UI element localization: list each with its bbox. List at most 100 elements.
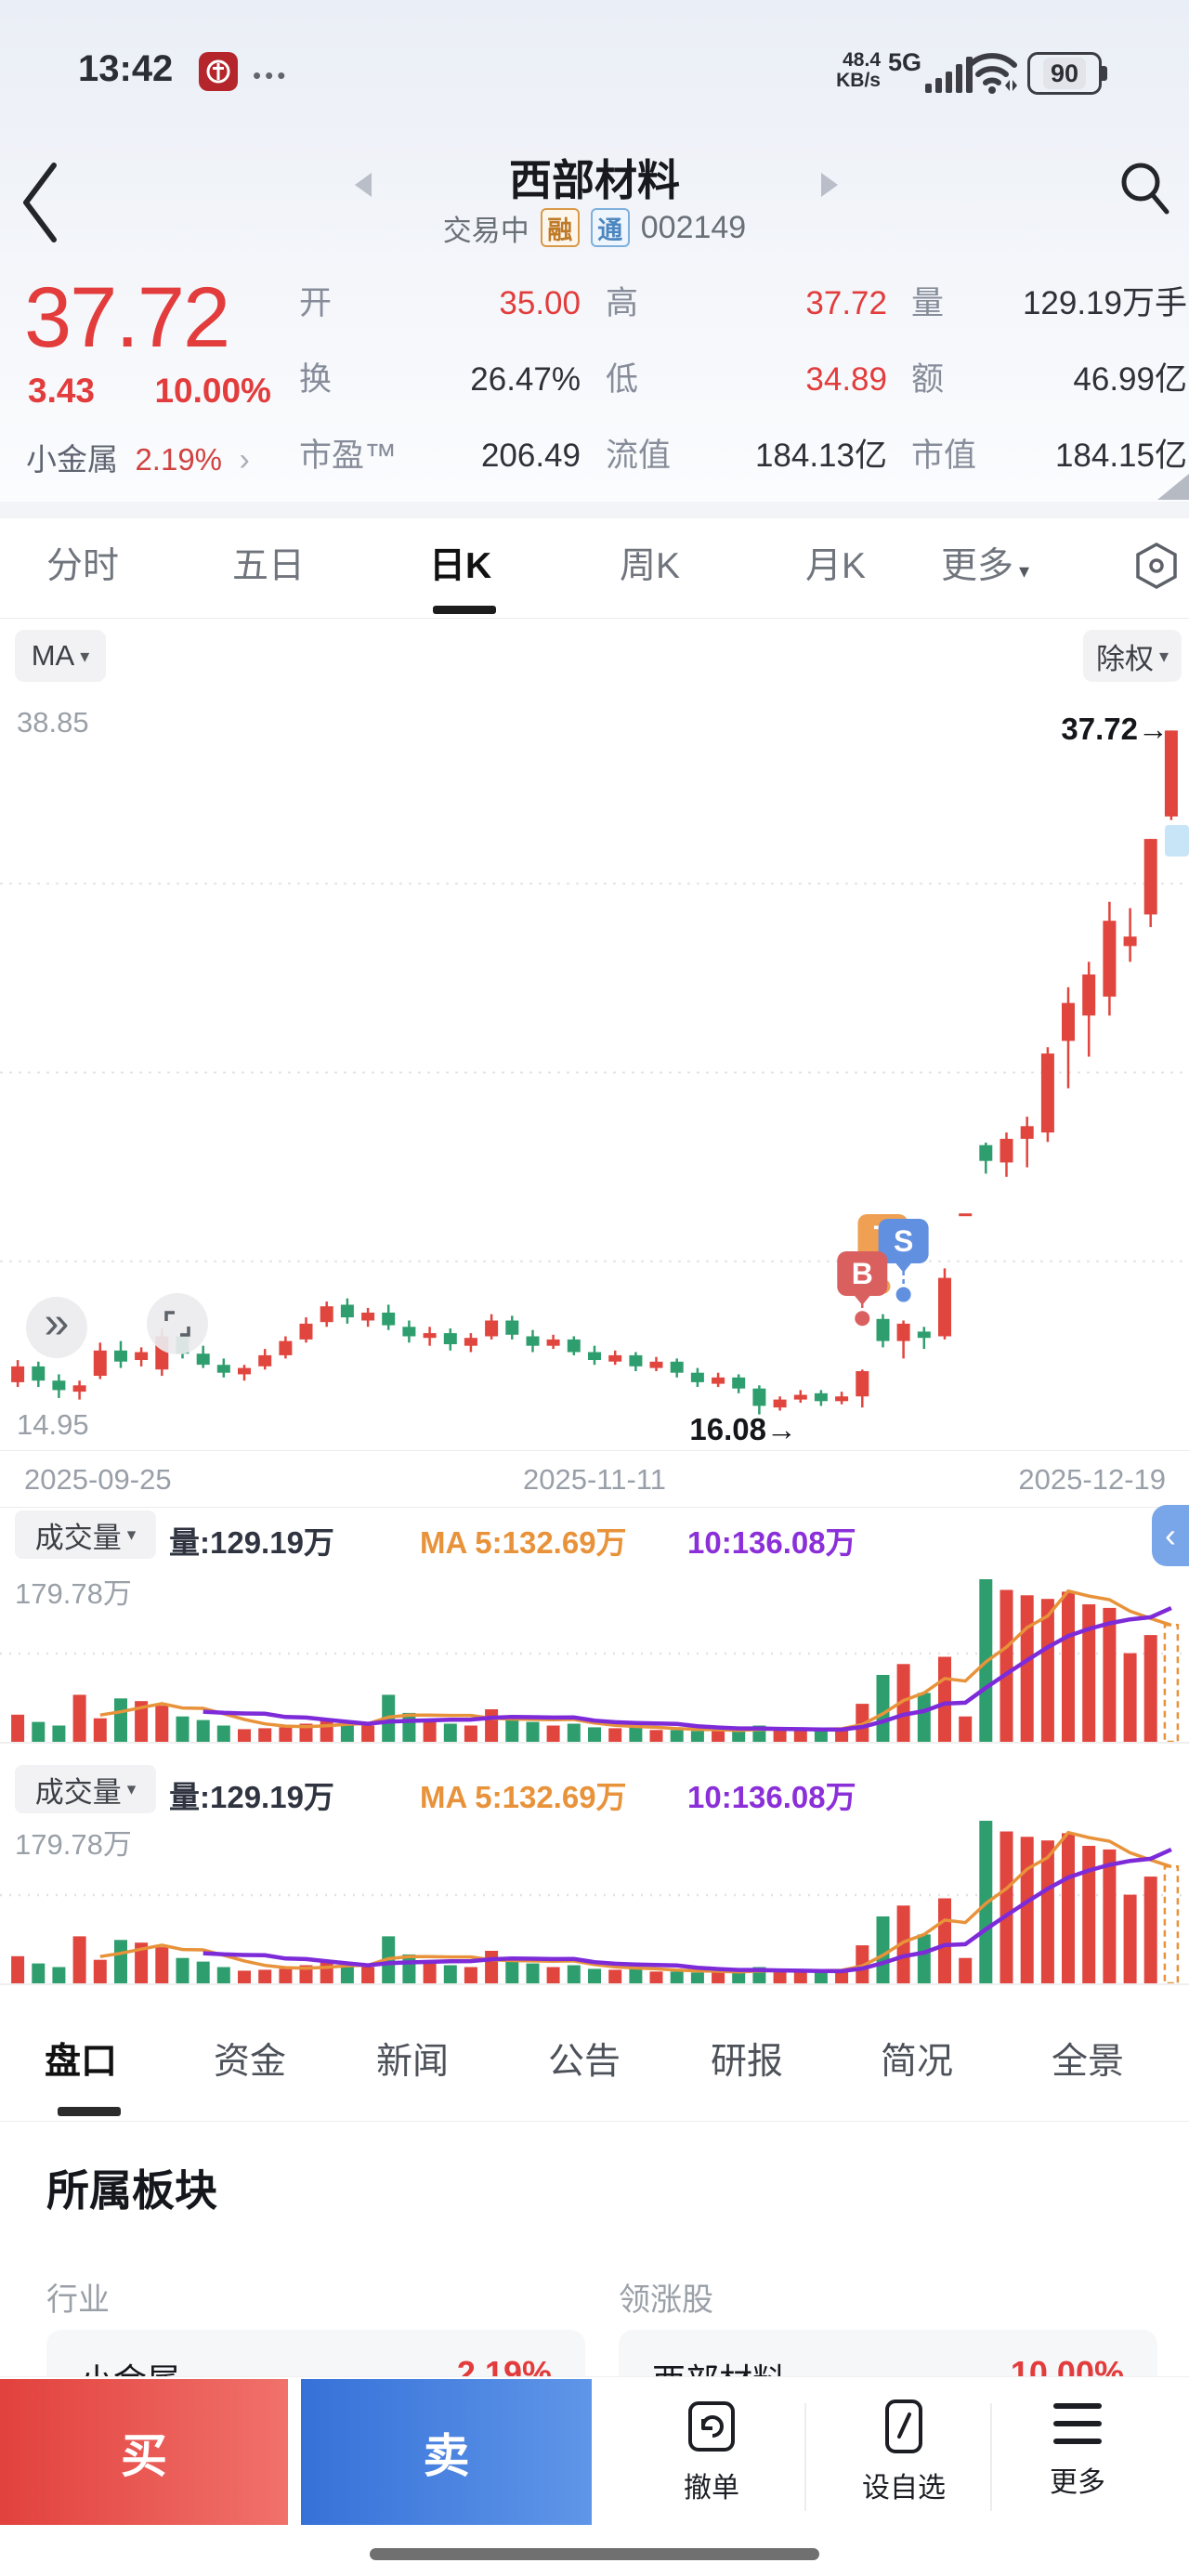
tab-announcements[interactable]: 公告: [548, 2042, 621, 2082]
leader-column-header: 领涨股: [619, 2282, 713, 2318]
tab-daily-k[interactable]: 日K: [429, 546, 492, 586]
tab-weekly-k[interactable]: 周K: [620, 546, 681, 586]
tab-5day[interactable]: 五日: [232, 546, 306, 586]
date-start: 2025-09-25: [24, 1463, 172, 1496]
stock-subtitle: 交易中 融 通 002149: [316, 206, 873, 249]
app-notification-icon: [199, 52, 238, 91]
stat-label: 额: [911, 361, 945, 398]
active-tab-underline: [58, 2107, 121, 2116]
stat-label: 低: [606, 361, 639, 398]
zoom-region-button[interactable]: [147, 1293, 208, 1354]
volume-ma5-label-2: MA 5:132.69万: [420, 1780, 627, 1814]
gear-icon: [1136, 543, 1177, 589]
industry-column-header: 行业: [46, 2282, 110, 2318]
stat-value: 37.72: [805, 285, 887, 321]
notification-dots: •••: [253, 61, 290, 89]
stat-value: 46.99亿: [1073, 361, 1187, 398]
section-divider: [0, 502, 1189, 518]
tab-divider: [0, 618, 1189, 619]
stat-label: 市盈™: [299, 438, 398, 474]
stat-label: 量: [911, 285, 945, 321]
stat-label: 换: [299, 361, 333, 398]
next-stock-button[interactable]: [821, 173, 838, 197]
volume-ma10-label-2: 10:136.08万: [687, 1780, 856, 1814]
chevron-down-icon: ▾: [1158, 646, 1169, 667]
tab-more[interactable]: 更多 ▾: [941, 537, 1029, 589]
trading-status: 交易中: [442, 214, 529, 247]
fast-forward-button[interactable]: »: [26, 1297, 87, 1358]
period-tab-bar: 分时 五日 日K 周K 月K 更多 ▾: [0, 518, 1189, 619]
tab-news[interactable]: 新闻: [376, 2042, 450, 2082]
stat-value: 35.00: [499, 285, 581, 321]
tab-monthly-k[interactable]: 月K: [805, 546, 867, 586]
candlestick-chart[interactable]: TSB37.72→16.08→: [0, 695, 1189, 1450]
network-speed-value: 48.4: [843, 49, 881, 71]
sector-change-pct: 2.19%: [135, 442, 223, 477]
search-button[interactable]: [1111, 149, 1185, 232]
chevron-down-icon: ▾: [126, 1779, 137, 1799]
tab-order-book[interactable]: 盘口: [45, 2042, 118, 2082]
tab-research[interactable]: 研报: [711, 2042, 784, 2082]
chart-settings-button[interactable]: [1130, 539, 1185, 595]
stat-label: 市值: [911, 438, 977, 474]
price-axis-max: 38.85: [17, 706, 89, 739]
more-actions-button[interactable]: 更多: [1026, 2396, 1130, 2517]
clock: 13:42: [78, 48, 174, 89]
chevron-down-icon: ▾: [80, 646, 90, 667]
volume-indicator-chip-2[interactable]: 成交量 ▾: [15, 1765, 156, 1813]
top-section: [0, 0, 1189, 502]
status-bar: 13:42 ••• 48.4 KB/s 5G 90: [0, 0, 1189, 111]
add-watchlist-button[interactable]: 设自选: [843, 2396, 964, 2517]
tab-profile[interactable]: 简况: [881, 2042, 954, 2082]
volume-chip-label: 成交量: [34, 1775, 122, 1809]
stat-label: 流值: [606, 438, 672, 474]
volume-chart-2[interactable]: [0, 1811, 1189, 1997]
sector-link[interactable]: 小金属 2.19% ›: [26, 435, 250, 479]
more-actions-label: 更多: [1050, 2467, 1105, 2498]
home-indicator[interactable]: [370, 2548, 819, 2560]
stat-value: 184.15亿: [1054, 438, 1187, 474]
svg-text:16.08→: 16.08→: [689, 1412, 797, 1446]
volume-indicator-chip[interactable]: 成交量 ▾: [15, 1510, 156, 1559]
prev-stock-button[interactable]: [355, 173, 372, 197]
tab-panorama[interactable]: 全景: [1052, 2042, 1125, 2082]
volume-axis-max: 179.78万: [15, 1577, 132, 1610]
network-type: 5G: [888, 48, 922, 76]
tab-minute[interactable]: 分时: [46, 546, 120, 586]
undo-order-icon: [688, 2401, 735, 2452]
info-tab-bar: 盘口 资金 新闻 公告 研报 简况 全景: [0, 2007, 1189, 2122]
cancel-order-button[interactable]: 撤单: [656, 2396, 767, 2517]
stat-label: 高: [606, 285, 639, 321]
sell-button[interactable]: 卖: [301, 2379, 592, 2525]
battery-level: 90: [1042, 58, 1087, 89]
divider: [804, 2403, 806, 2511]
battery-icon: 90: [1027, 52, 1107, 95]
buy-button[interactable]: 买: [0, 2379, 288, 2525]
action-bar: 买 卖 撤单 设自选 更多: [0, 2376, 1189, 2576]
price-change-row: 3.43 10.00%: [28, 372, 271, 411]
collapse-panel-tab[interactable]: ‹: [1152, 1505, 1189, 1566]
volume-axis-max-2: 179.78万: [15, 1828, 132, 1861]
ma-indicator-chip[interactable]: MA ▾: [15, 630, 106, 682]
expand-stats-handle[interactable]: [1157, 474, 1189, 500]
stock-code: 002149: [640, 209, 747, 245]
back-button[interactable]: [19, 158, 74, 251]
search-icon: [1121, 163, 1169, 215]
volume-ma5-label: MA 5:132.69万: [420, 1525, 627, 1560]
stat-value: 184.13亿: [754, 438, 887, 474]
stat-value: 129.19万手: [1022, 285, 1187, 321]
stock-title: 西部材料: [509, 156, 680, 204]
price-change: 3.43: [28, 372, 96, 410]
wifi-icon: [966, 50, 1022, 95]
volume-current-label-2: 量:129.19万: [169, 1780, 334, 1814]
tab-funds[interactable]: 资金: [214, 2042, 287, 2082]
crop-frame-icon: [164, 1311, 190, 1337]
last-price: 37.72: [24, 270, 230, 365]
edit-watchlist-icon: [885, 2399, 922, 2453]
active-tab-underline: [433, 606, 496, 614]
volume-chart-1[interactable]: [0, 1570, 1189, 1756]
chevron-right-icon: ›: [239, 442, 250, 477]
exright-chip[interactable]: 除权 ▾: [1083, 630, 1182, 682]
volume-chip-label: 成交量: [34, 1521, 122, 1554]
divider: [990, 2403, 992, 2511]
